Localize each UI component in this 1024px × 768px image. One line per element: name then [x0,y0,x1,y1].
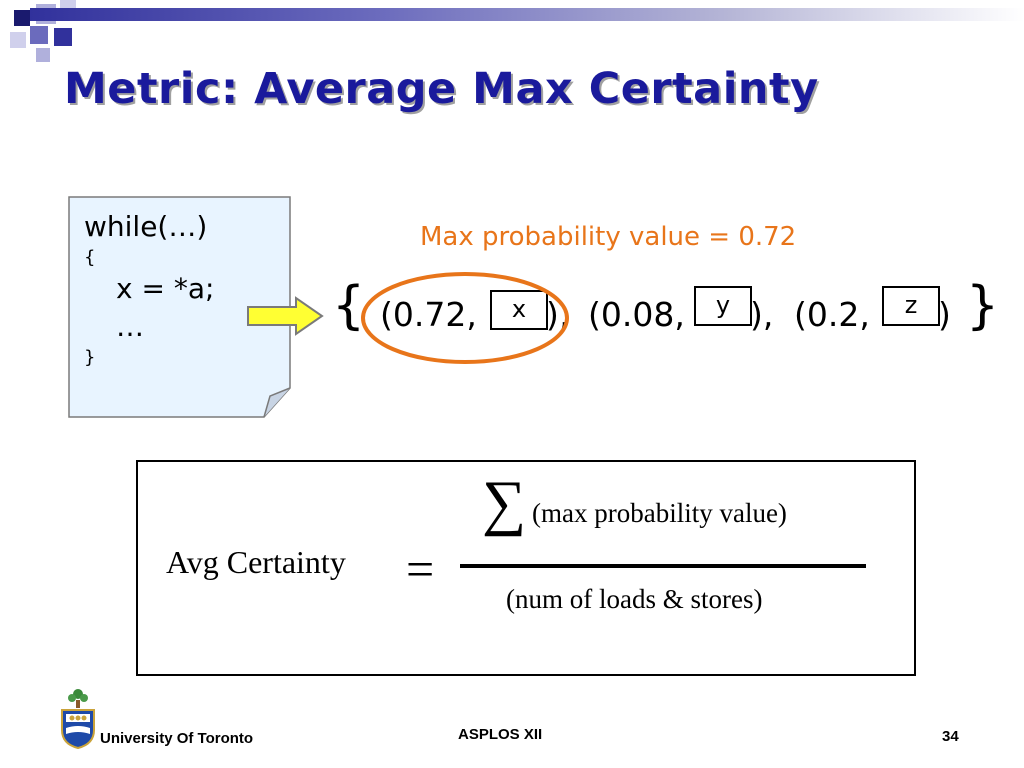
note-shape [68,196,291,418]
slide-title: Metric: Average Max Certainty [64,64,819,114]
highlight-ellipse [361,272,569,364]
formula-box: Avg Certainty = ∑ (max probability value… [136,460,916,676]
university-crest-icon [61,689,95,750]
close-brace: } [966,276,1000,336]
decorative-square [54,28,72,46]
university-name: University Of Toronto [100,730,254,747]
code-lines: while(…) { x = *a; … } [84,208,214,370]
variable-box-z: z [882,286,940,326]
decorative-square [36,48,50,62]
tuple-3-suffix: ) [938,295,951,334]
right-arrow-icon [247,296,324,336]
tuple-3-prefix: (0.2, [794,295,870,334]
fraction-bar [460,564,866,568]
variable-box-y: y [694,286,752,326]
code-line: { [84,247,96,268]
max-probability-label: Max probability value = 0.72 [420,222,797,252]
tuple-2-prefix: (0.08, [588,295,685,334]
conference-name: ASPLOS XII [458,726,543,743]
formula-denominator: (num of loads & stores) [506,584,763,614]
equals-sign: = [406,541,435,597]
variable-box-x: x [490,290,548,330]
tuple-2-suffix: ), [750,295,774,334]
sigma-symbol: ∑ [482,469,527,537]
code-note: while(…) { x = *a; … } [68,196,292,418]
code-line: } [84,347,96,368]
decorative-square [30,26,48,44]
page-number: 34 [942,728,959,745]
code-line: x = *a; [116,272,215,305]
decorative-square [14,10,30,26]
decorative-square [10,32,26,48]
open-brace: { [332,276,366,336]
code-line: while(…) [84,210,208,243]
tuple-1-prefix: (0.72, [380,295,477,334]
avg-certainty-label: Avg Certainty [166,544,346,580]
title-bar-decoration [30,8,1024,21]
code-line: … [116,310,144,343]
formula-numerator: (max probability value) [532,498,787,528]
